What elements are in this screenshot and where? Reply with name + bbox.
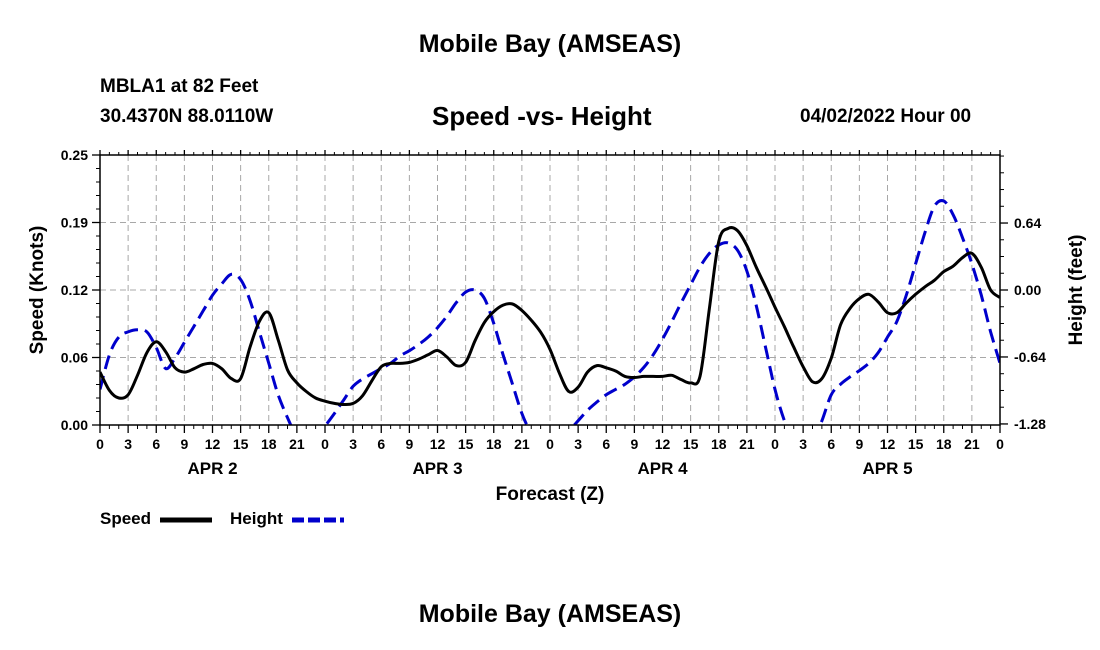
x-tick-label: 9 (180, 436, 188, 452)
chart-main-title: Mobile Bay (AMSEAS) (418, 30, 682, 58)
legend-label-height: Height (230, 509, 283, 528)
x-tick-label: 15 (233, 436, 249, 452)
y-right-tick-label: -1.28 (1014, 416, 1046, 432)
x-tick-label: 0 (96, 436, 104, 452)
station-coordinates: 30.4370N 88.0110W (100, 106, 274, 127)
legend: Speed Height (100, 509, 344, 528)
x-tick-label: 0 (321, 436, 329, 452)
speed-series-line (100, 226, 1000, 407)
y-left-tick-label: 0.12 (61, 282, 88, 298)
x-tick-label: 18 (486, 436, 502, 452)
legend-label-speed: Speed (100, 509, 151, 528)
x-tick-label: 3 (349, 436, 357, 452)
y-right-tick-label: 0.64 (1014, 215, 1041, 231)
x-tick-label: 6 (152, 436, 160, 452)
x-tick-label: 21 (739, 436, 755, 452)
x-day-label: APR 4 (637, 459, 688, 478)
axis-labels: 0 3 6 9 12 15 18 21 0 3 6 9 12 15 18 21 0 3 6 9 12 15 18 21 0 3 6 9… (27, 147, 1087, 505)
x-day-label: APR 5 (862, 459, 912, 478)
ticks (92, 150, 1008, 433)
x-tick-label: 15 (908, 436, 924, 452)
x-tick-label: 6 (602, 436, 610, 452)
chart-footer-title: Mobile Bay (AMSEAS) (418, 600, 682, 628)
x-day-label: APR 2 (187, 459, 237, 478)
x-tick-label: 12 (430, 436, 446, 452)
x-tick-label: 12 (655, 436, 671, 452)
x-tick-label: 21 (964, 436, 980, 452)
y-left-tick-label: 0.25 (61, 147, 88, 163)
y-right-axis-title: Height (feet) (1066, 235, 1087, 346)
x-tick-label: 12 (880, 436, 896, 452)
chart-subtitle: Speed -vs- Height (432, 101, 652, 131)
x-tick-label: 9 (405, 436, 413, 452)
x-tick-label: 12 (205, 436, 221, 452)
x-tick-label: 3 (124, 436, 132, 452)
y-left-tick-label: 0.06 (61, 350, 88, 366)
x-tick-label: 0 (546, 436, 554, 452)
x-tick-label: 21 (289, 436, 305, 452)
y-left-axis-title: Speed (Knots) (27, 226, 48, 355)
x-tick-label: 6 (377, 436, 385, 452)
x-tick-label: 18 (711, 436, 727, 452)
x-tick-label: 9 (855, 436, 863, 452)
station-label: MBLA1 at 82 Feet (100, 76, 259, 97)
x-day-label: APR 3 (412, 459, 462, 478)
forecast-datetime: 04/02/2022 Hour 00 (800, 106, 972, 127)
x-tick-label: 6 (827, 436, 835, 452)
height-series-line (100, 199, 1000, 425)
y-right-tick-label: -0.64 (1014, 349, 1046, 365)
x-tick-label: 0 (771, 436, 779, 452)
y-left-tick-label: 0.00 (61, 417, 88, 433)
x-tick-label: 15 (683, 436, 699, 452)
x-axis-title: Forecast (Z) (496, 484, 605, 505)
x-tick-label: 3 (574, 436, 582, 452)
y-left-tick-label: 0.19 (61, 215, 88, 231)
x-tick-label: 9 (630, 436, 638, 452)
x-tick-label: 18 (261, 436, 277, 452)
x-tick-label: 15 (458, 436, 474, 452)
grid (100, 155, 1000, 425)
y-right-tick-label: 0.00 (1014, 282, 1041, 298)
x-tick-label: 18 (936, 436, 952, 452)
series-layer (100, 199, 1000, 425)
x-tick-label: 3 (799, 436, 807, 452)
x-tick-label: 0 (996, 436, 1004, 452)
x-tick-label: 21 (514, 436, 530, 452)
